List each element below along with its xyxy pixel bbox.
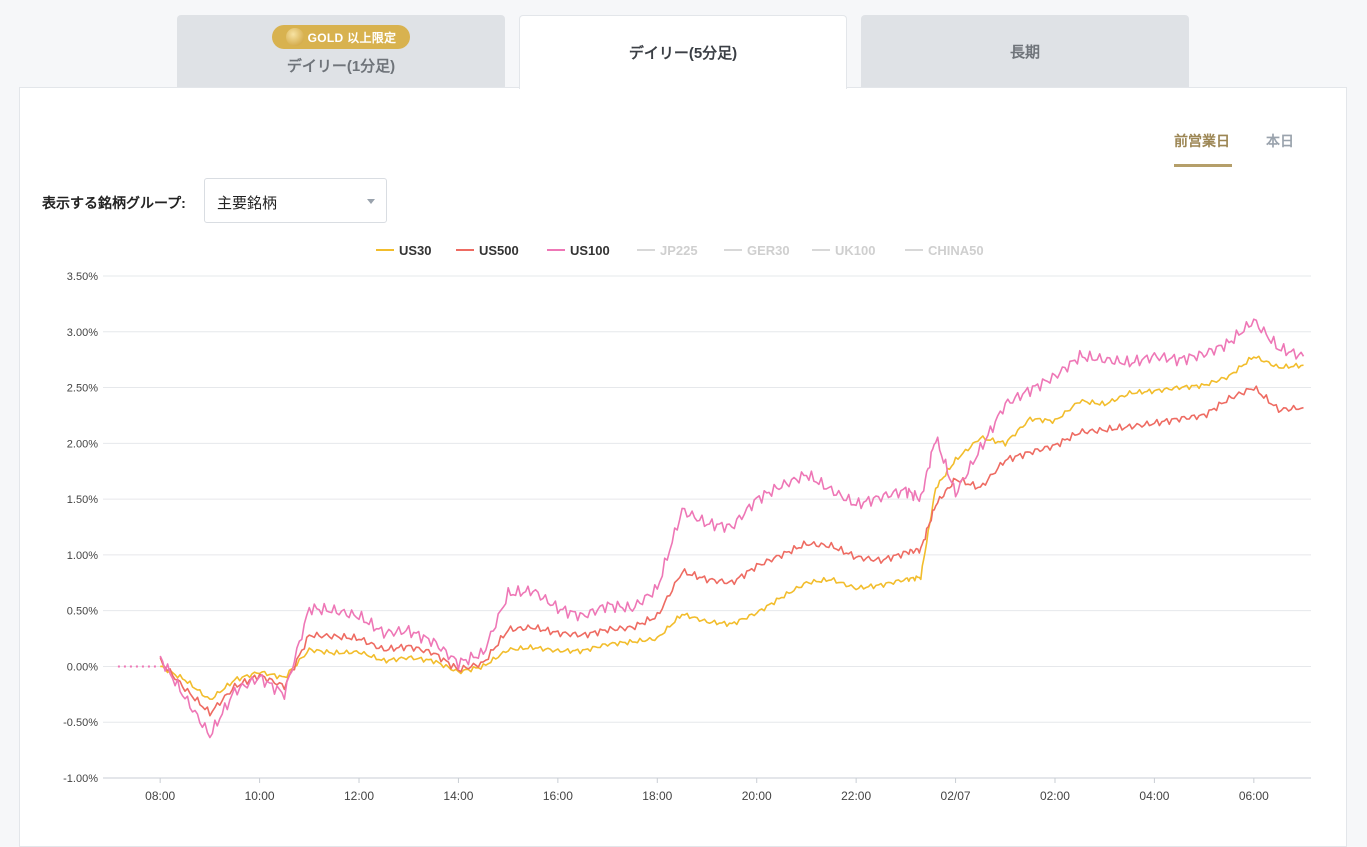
x-tick-label: 18:00 [642,789,672,803]
legend-item: UK100 [835,243,875,258]
legend-item: US100 [570,243,610,258]
symbol-group-select[interactable]: 主要銘柄 [204,178,387,223]
selected-tab-underline [1174,164,1232,167]
x-tick-label: 12:00 [344,789,374,803]
tab-previous-business-day[interactable]: 前営業日 [1174,133,1230,149]
legend-item: JP225 [660,243,698,258]
gold-medal-icon [285,28,304,46]
y-tick-label: 1.50% [67,494,98,506]
tab-daily-1min-label: デイリー(1分足) [286,58,396,75]
x-tick-label: 06:00 [1239,789,1269,803]
y-tick-label: -0.50% [63,717,98,729]
tab-daily-5min-label: デイリー(5分足) [628,45,738,62]
x-tick-label: 16:00 [543,789,573,803]
tab-long-term[interactable]: 長期 [861,15,1189,88]
legend-item: GER30 [747,243,790,258]
y-tick-label: 3.50% [67,271,98,283]
y-tick-label: -1.00% [63,773,98,785]
tab-long-term-label: 長期 [1009,44,1040,61]
y-tick-label: 2.00% [67,438,98,450]
legend-item: CHINA50 [928,243,984,258]
series-line-us500 [159,385,1304,717]
x-tick-label: 02/07 [941,789,971,803]
symbol-group-value: 主要銘柄 [217,195,278,212]
x-tick-label: 10:00 [245,789,275,803]
x-tick-label: 08:00 [145,789,175,803]
tab-today[interactable]: 本日 [1266,133,1294,149]
y-tick-label: 0.50% [67,606,98,618]
x-tick-label: 02:00 [1040,789,1070,803]
x-tick-label: 14:00 [443,789,473,803]
legend-item: US500 [479,243,519,258]
series-line-us30 [160,355,1304,701]
chevron-down-icon [367,199,375,204]
x-tick-label: 22:00 [841,789,871,803]
gold-only-badge: GOLD 以上限定 [272,25,410,49]
x-tick-label: 04:00 [1139,789,1169,803]
y-tick-label: 2.50% [67,383,98,395]
tab-daily-5min[interactable]: デイリー(5分足) [519,15,847,89]
series-line-us100 [159,318,1305,739]
symbol-group-label: 表示する銘柄グループ: [42,195,186,211]
gold-badge-label: GOLD 以上限定 [307,30,397,45]
y-tick-label: 3.00% [67,327,98,339]
line-chart: 3.50% 3.00% 2.50% 2.00% 1.50% 1.00% 0.50% 0.00%… [63,243,1311,803]
x-tick-label: 20:00 [742,789,772,803]
tab-daily-1min[interactable]: GOLD 以上限定 デイリー(1分足) [177,15,505,88]
y-tick-label: 1.00% [67,550,98,562]
legend-item: US30 [399,243,432,258]
y-tick-label: 0.00% [67,661,98,673]
